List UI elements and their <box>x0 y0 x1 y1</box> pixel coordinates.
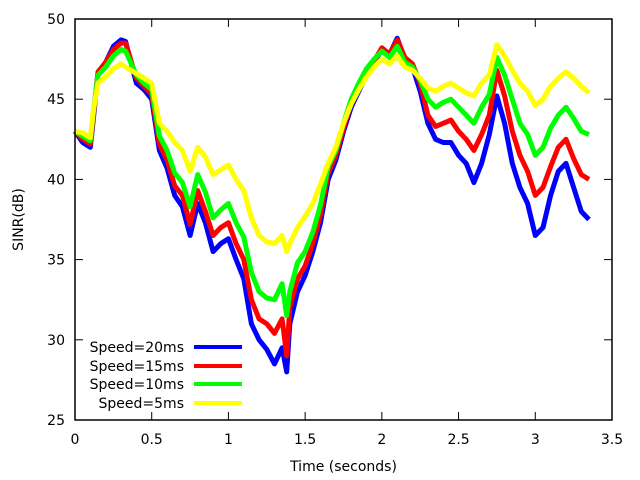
y-tick-label: 40 <box>47 172 65 188</box>
legend-label: Speed=15ms <box>90 359 184 375</box>
x-tick-label: 1 <box>224 432 233 448</box>
series-line-speed-5ms <box>74 42 591 255</box>
x-tick-label: 2 <box>377 432 386 448</box>
legend-label: Speed=20ms <box>90 340 184 356</box>
x-axis-label: Time (seconds) <box>289 459 397 475</box>
ticks-layer: 0 0.5 1 1.5 2 2.5 3 3.5 25 30 35 40 45 50 <box>47 12 623 448</box>
y-tick-label: 30 <box>47 333 65 349</box>
plot-frame <box>74 18 613 421</box>
x-tick-label: 2.5 <box>447 432 469 448</box>
y-axis-label: SINR(dB) <box>11 188 27 251</box>
series-layer <box>72 35 591 375</box>
x-tick-label: 3 <box>531 432 540 448</box>
x-tick-label: 0.5 <box>141 432 163 448</box>
legend-label: Speed=5ms <box>99 396 184 412</box>
y-tick-label: 50 <box>47 12 65 28</box>
x-tick-label: 1.5 <box>294 432 316 448</box>
legend: Speed=20ms Speed=15ms Speed=10ms Speed=5ms <box>90 340 242 412</box>
y-tick-label: 35 <box>47 253 65 269</box>
y-tick-label: 45 <box>47 92 65 108</box>
y-tick-label: 25 <box>47 413 65 429</box>
x-tick-label: 3.5 <box>601 432 623 448</box>
legend-label: Speed=10ms <box>90 377 184 393</box>
x-tick-label: 0 <box>71 432 80 448</box>
